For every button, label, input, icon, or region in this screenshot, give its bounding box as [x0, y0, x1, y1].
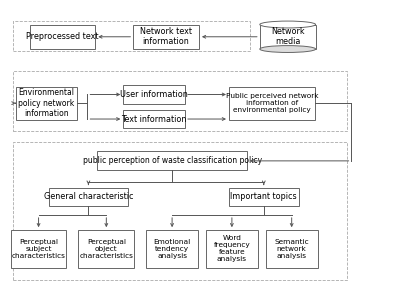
Bar	[266, 230, 318, 268]
Text: Important topics: Important topics	[230, 193, 297, 202]
Text: Public perceived network
information of
environmental policy: Public perceived network information of …	[226, 93, 318, 113]
Bar	[206, 230, 258, 268]
Text: Emotional
tendency
analysis: Emotional tendency analysis	[154, 239, 191, 259]
Text: Preprocessed text: Preprocessed text	[26, 32, 99, 41]
Bar	[133, 24, 199, 49]
Bar	[48, 188, 128, 206]
Bar	[229, 188, 299, 206]
Ellipse shape	[260, 21, 316, 28]
Bar	[13, 21, 250, 51]
Text: public perception of waste classification policy: public perception of waste classificatio…	[82, 156, 262, 165]
Text: Network text
information: Network text information	[140, 27, 192, 46]
Bar	[13, 142, 348, 280]
Text: General characteristic: General characteristic	[44, 193, 133, 202]
Text: Network
media: Network media	[271, 27, 304, 46]
Bar	[78, 230, 134, 268]
Text: Perceptual
object
characteristics: Perceptual object characteristics	[79, 239, 133, 259]
Text: User information: User information	[120, 90, 188, 99]
Bar	[229, 86, 315, 120]
Bar	[16, 86, 78, 120]
Bar	[97, 151, 247, 170]
Text: Word
frequency
feature
analysis: Word frequency feature analysis	[214, 235, 250, 262]
Text: Text information: Text information	[122, 115, 187, 124]
Bar	[123, 110, 185, 128]
Ellipse shape	[260, 46, 316, 52]
Bar	[11, 230, 66, 268]
Text: Semantic
network
analysis: Semantic network analysis	[274, 239, 309, 259]
Text: Perceptual
subject
characteristics: Perceptual subject characteristics	[12, 239, 66, 259]
Bar	[260, 24, 316, 49]
Bar	[30, 24, 95, 49]
Text: Environmental
policy network
information: Environmental policy network information	[18, 88, 75, 118]
Bar	[146, 230, 198, 268]
Bar	[123, 85, 185, 104]
Bar	[13, 71, 348, 131]
